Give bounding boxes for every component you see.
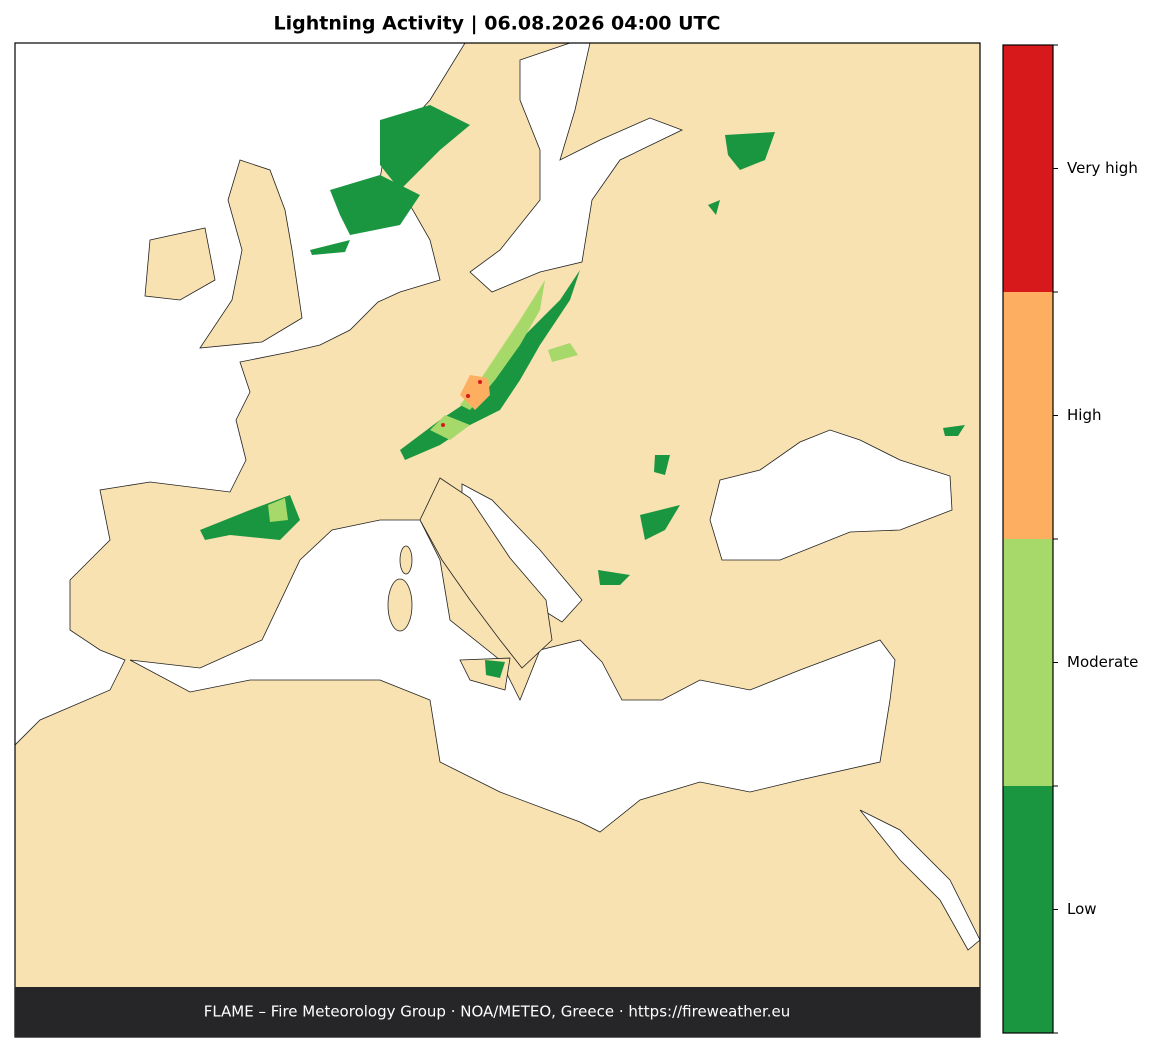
mediterranean: [129, 519, 896, 833]
black-sea: [709, 429, 953, 561]
lightning-cells: [200, 105, 965, 678]
colorbar: Low Moderate High Very high: [1002, 44, 1138, 1034]
colorbar-label: High: [1067, 406, 1101, 424]
sardinia: [387, 578, 413, 632]
footer-text: FLAME – Fire Meteorology Group · NOA/MET…: [204, 1003, 791, 1021]
baltic: [469, 43, 684, 293]
italy: [419, 477, 553, 669]
colorbar-label: Very high: [1067, 159, 1138, 177]
colorbar-label: Low: [1067, 900, 1097, 918]
great-britain: [199, 159, 303, 349]
map: [15, 43, 980, 1037]
colorbar-segment: [1003, 786, 1053, 1033]
ireland: [144, 227, 216, 301]
colorbar-segment: [1003, 45, 1053, 292]
red-sea: [859, 809, 980, 951]
colorbar-segment: [1003, 292, 1053, 539]
corsica: [399, 545, 413, 575]
footer-bar: [15, 987, 980, 1037]
colorbar-frame: [1002, 44, 1054, 1034]
map-title: Lightning Activity | 06.08.2026 04:00 UT…: [274, 13, 721, 35]
colorbar-label: Moderate: [1067, 653, 1138, 671]
colorbar-segment: [1003, 539, 1053, 786]
